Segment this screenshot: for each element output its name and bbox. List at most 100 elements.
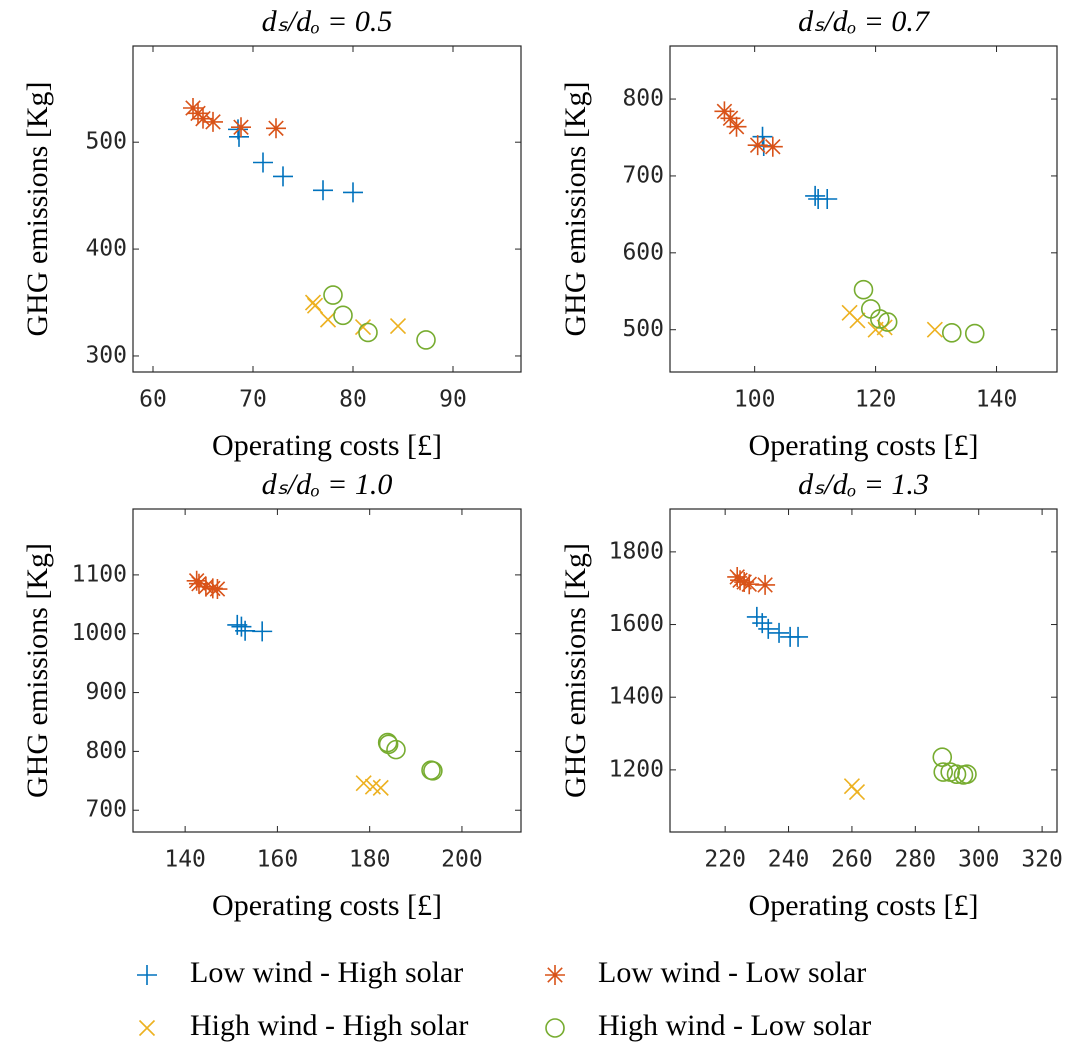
data-point bbox=[755, 574, 776, 595]
data-point bbox=[416, 330, 436, 350]
plot-area bbox=[669, 508, 1058, 833]
legend-marker bbox=[137, 965, 157, 985]
y-axis-label: GHG emissions [Kg] bbox=[21, 543, 54, 798]
data-point bbox=[304, 294, 322, 311]
x-axis-label: Operating costs [£] bbox=[749, 429, 979, 462]
x-tick-label: 90 bbox=[439, 387, 467, 413]
y-axis-label: GHG emissions [Kg] bbox=[559, 82, 592, 337]
data-point bbox=[252, 621, 273, 642]
x-tick-label: 240 bbox=[768, 847, 810, 873]
data-point bbox=[805, 185, 826, 206]
data-point bbox=[372, 779, 389, 796]
plot-area bbox=[669, 45, 1058, 373]
data-point bbox=[319, 311, 337, 328]
y-tick-label: 800 bbox=[622, 86, 664, 112]
y-axis-label: GHG emissions [Kg] bbox=[559, 543, 592, 798]
data-point bbox=[739, 574, 760, 595]
legend-marker bbox=[545, 965, 565, 985]
data-point bbox=[946, 764, 967, 785]
y-tick-label: 700 bbox=[622, 162, 664, 188]
data-point bbox=[730, 570, 751, 591]
legend-marker bbox=[138, 1019, 156, 1037]
data-point bbox=[747, 135, 768, 156]
data-point bbox=[386, 739, 406, 760]
data-point bbox=[231, 117, 251, 138]
data-point bbox=[266, 118, 286, 139]
x-tick-label: 260 bbox=[831, 847, 873, 873]
data-point bbox=[941, 322, 962, 343]
x-tick-label: 280 bbox=[895, 847, 937, 873]
y-tick-label: 1000 bbox=[72, 620, 127, 646]
data-point bbox=[188, 573, 209, 594]
y-tick-label: 1800 bbox=[609, 538, 664, 564]
data-point bbox=[734, 572, 755, 593]
data-point bbox=[231, 616, 252, 637]
y-tick-label: 800 bbox=[85, 738, 127, 764]
y-tick-label: 400 bbox=[85, 236, 127, 262]
plot-area bbox=[132, 45, 522, 373]
data-point bbox=[788, 626, 809, 647]
x-tick-label: 70 bbox=[239, 387, 267, 413]
x-tick-label: 100 bbox=[734, 387, 776, 413]
x-tick-label: 220 bbox=[704, 847, 746, 873]
y-tick-label: 700 bbox=[85, 797, 127, 823]
y-tick-label: 1200 bbox=[609, 756, 664, 782]
x-tick-label: 120 bbox=[855, 387, 897, 413]
x-axis-label: Operating costs [£] bbox=[212, 889, 442, 922]
y-tick-label: 300 bbox=[85, 342, 127, 368]
data-point bbox=[333, 305, 353, 326]
data-point bbox=[758, 618, 779, 639]
data-point bbox=[853, 279, 874, 300]
legend-label: High wind - Low solar bbox=[598, 1009, 871, 1042]
legend-label: Low wind - Low solar bbox=[598, 956, 866, 989]
y-axis-label: GHG emissions [Kg] bbox=[21, 82, 54, 337]
data-point bbox=[195, 576, 216, 597]
y-tick-label: 900 bbox=[85, 679, 127, 705]
data-point bbox=[870, 309, 890, 329]
data-point bbox=[355, 775, 372, 792]
y-tick-label: 1600 bbox=[609, 611, 664, 637]
data-point bbox=[343, 182, 363, 203]
x-tick-label: 320 bbox=[1021, 847, 1063, 873]
data-point bbox=[726, 116, 747, 137]
x-tick-label: 180 bbox=[349, 847, 391, 873]
x-tick-label: 80 bbox=[339, 387, 367, 413]
chart-title: dₛ/dₒ = 1.3 bbox=[798, 468, 929, 501]
x-axis-label: Operating costs [£] bbox=[749, 889, 979, 922]
data-point bbox=[817, 189, 838, 210]
legend-marker bbox=[545, 1018, 565, 1038]
y-tick-label: 600 bbox=[622, 239, 664, 265]
data-point bbox=[867, 321, 884, 338]
data-point bbox=[762, 136, 783, 157]
data-point bbox=[926, 321, 943, 338]
x-tick-label: 200 bbox=[441, 847, 483, 873]
data-point bbox=[849, 312, 866, 329]
x-tick-label: 140 bbox=[976, 387, 1018, 413]
data-point bbox=[423, 761, 443, 781]
data-point bbox=[389, 317, 407, 335]
y-tick-label: 500 bbox=[622, 316, 664, 342]
data-point bbox=[273, 166, 293, 187]
data-point bbox=[957, 764, 977, 785]
data-point bbox=[932, 747, 953, 767]
data-point bbox=[203, 111, 223, 132]
x-tick-label: 300 bbox=[958, 847, 1000, 873]
data-point bbox=[193, 108, 213, 129]
data-point bbox=[306, 297, 324, 314]
data-point bbox=[235, 620, 256, 641]
legend-label: Low wind - High solar bbox=[190, 956, 463, 989]
y-tick-label: 1400 bbox=[609, 684, 664, 710]
x-tick-label: 60 bbox=[139, 387, 167, 413]
data-point bbox=[323, 285, 343, 305]
x-tick-label: 160 bbox=[257, 847, 299, 873]
data-point bbox=[207, 579, 228, 600]
data-point bbox=[313, 180, 333, 201]
data-point bbox=[253, 152, 273, 173]
data-point bbox=[964, 323, 985, 344]
chart-title: dₛ/dₒ = 1.0 bbox=[262, 468, 393, 501]
data-point bbox=[848, 783, 866, 801]
data-point bbox=[358, 322, 378, 343]
data-point bbox=[877, 312, 898, 332]
data-point bbox=[933, 762, 954, 782]
